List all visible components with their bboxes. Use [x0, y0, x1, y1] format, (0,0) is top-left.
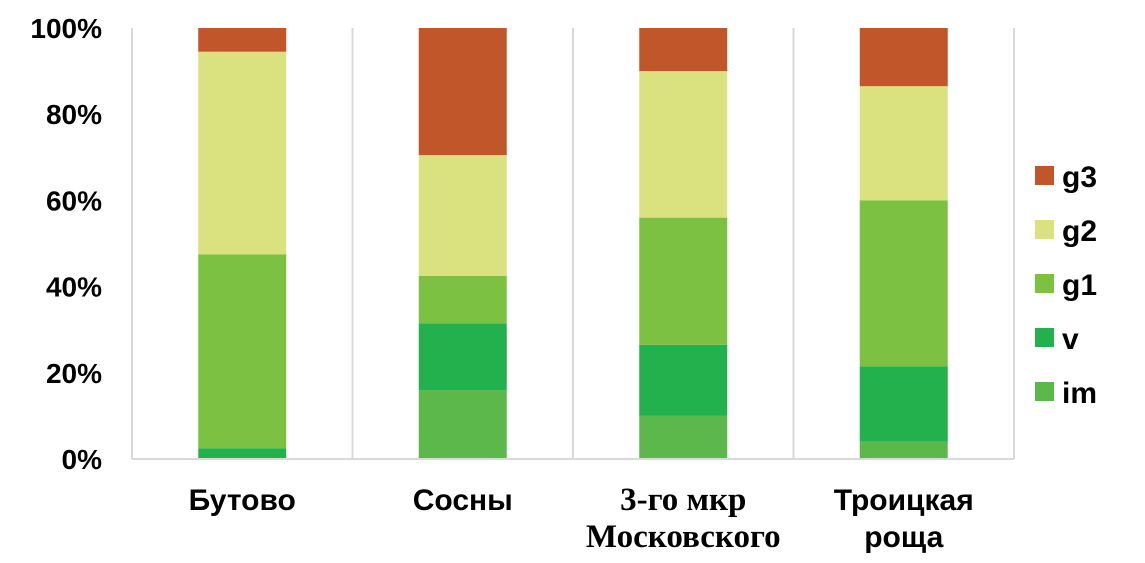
bar-segment-g2: [639, 71, 728, 218]
bar-segment-g1: [198, 254, 287, 449]
x-axis-labels: Бутово Сосны 3-го мкр Московского Троицкая ро…: [189, 482, 974, 555]
bar-segment-g3: [198, 28, 287, 52]
x-category-label: Троицкая роща: [834, 484, 974, 554]
legend-swatch-im: [1035, 382, 1054, 401]
legend-swatch-v: [1035, 328, 1054, 347]
bar-segment-v: [639, 344, 728, 416]
y-tick-label: 20%: [46, 358, 102, 389]
bar-segment-g3: [639, 28, 728, 72]
gridlines: [131, 28, 1015, 459]
legend-label-g2: g2: [1062, 215, 1097, 248]
bar-segment-g3: [418, 28, 507, 156]
bar-segment-v: [418, 323, 507, 391]
bar-segment-g1: [418, 275, 507, 324]
y-tick-label: 0%: [62, 444, 103, 475]
legend-label-g3: g3: [1062, 161, 1097, 194]
bar-segment-g3: [859, 28, 948, 87]
legend: g3 g2 g1 v im: [1035, 161, 1097, 410]
bar-segment-g1: [639, 217, 728, 345]
bar-segment-im: [418, 390, 507, 459]
bar-segment-v: [198, 448, 287, 459]
legend-label-g1: g1: [1062, 269, 1097, 302]
bar-segment-im: [639, 415, 728, 459]
y-tick-label: 60%: [46, 185, 102, 216]
legend-swatch-g3: [1035, 166, 1054, 185]
bar-segment-v: [859, 366, 948, 442]
legend-label-v: v: [1062, 323, 1079, 356]
y-axis-ticks: 0% 20% 40% 60% 80% 100%: [30, 13, 102, 475]
bar-segment-im: [859, 441, 948, 459]
bars: [198, 28, 948, 459]
legend-swatch-g2: [1035, 220, 1054, 239]
bar-segment-g2: [418, 155, 507, 276]
legend-label-im: im: [1062, 377, 1097, 410]
x-category-label: Сосны: [413, 484, 513, 517]
bar-segment-g2: [198, 51, 287, 255]
bar-segment-g1: [859, 200, 948, 367]
y-tick-label: 80%: [46, 99, 102, 130]
x-category-label: 3-го мкр Московского: [586, 482, 781, 555]
bar-segment-g2: [859, 86, 948, 201]
legend-swatch-g1: [1035, 274, 1054, 293]
y-tick-label: 100%: [30, 13, 102, 44]
x-category-label: Бутово: [189, 484, 296, 517]
y-tick-label: 40%: [46, 272, 102, 303]
